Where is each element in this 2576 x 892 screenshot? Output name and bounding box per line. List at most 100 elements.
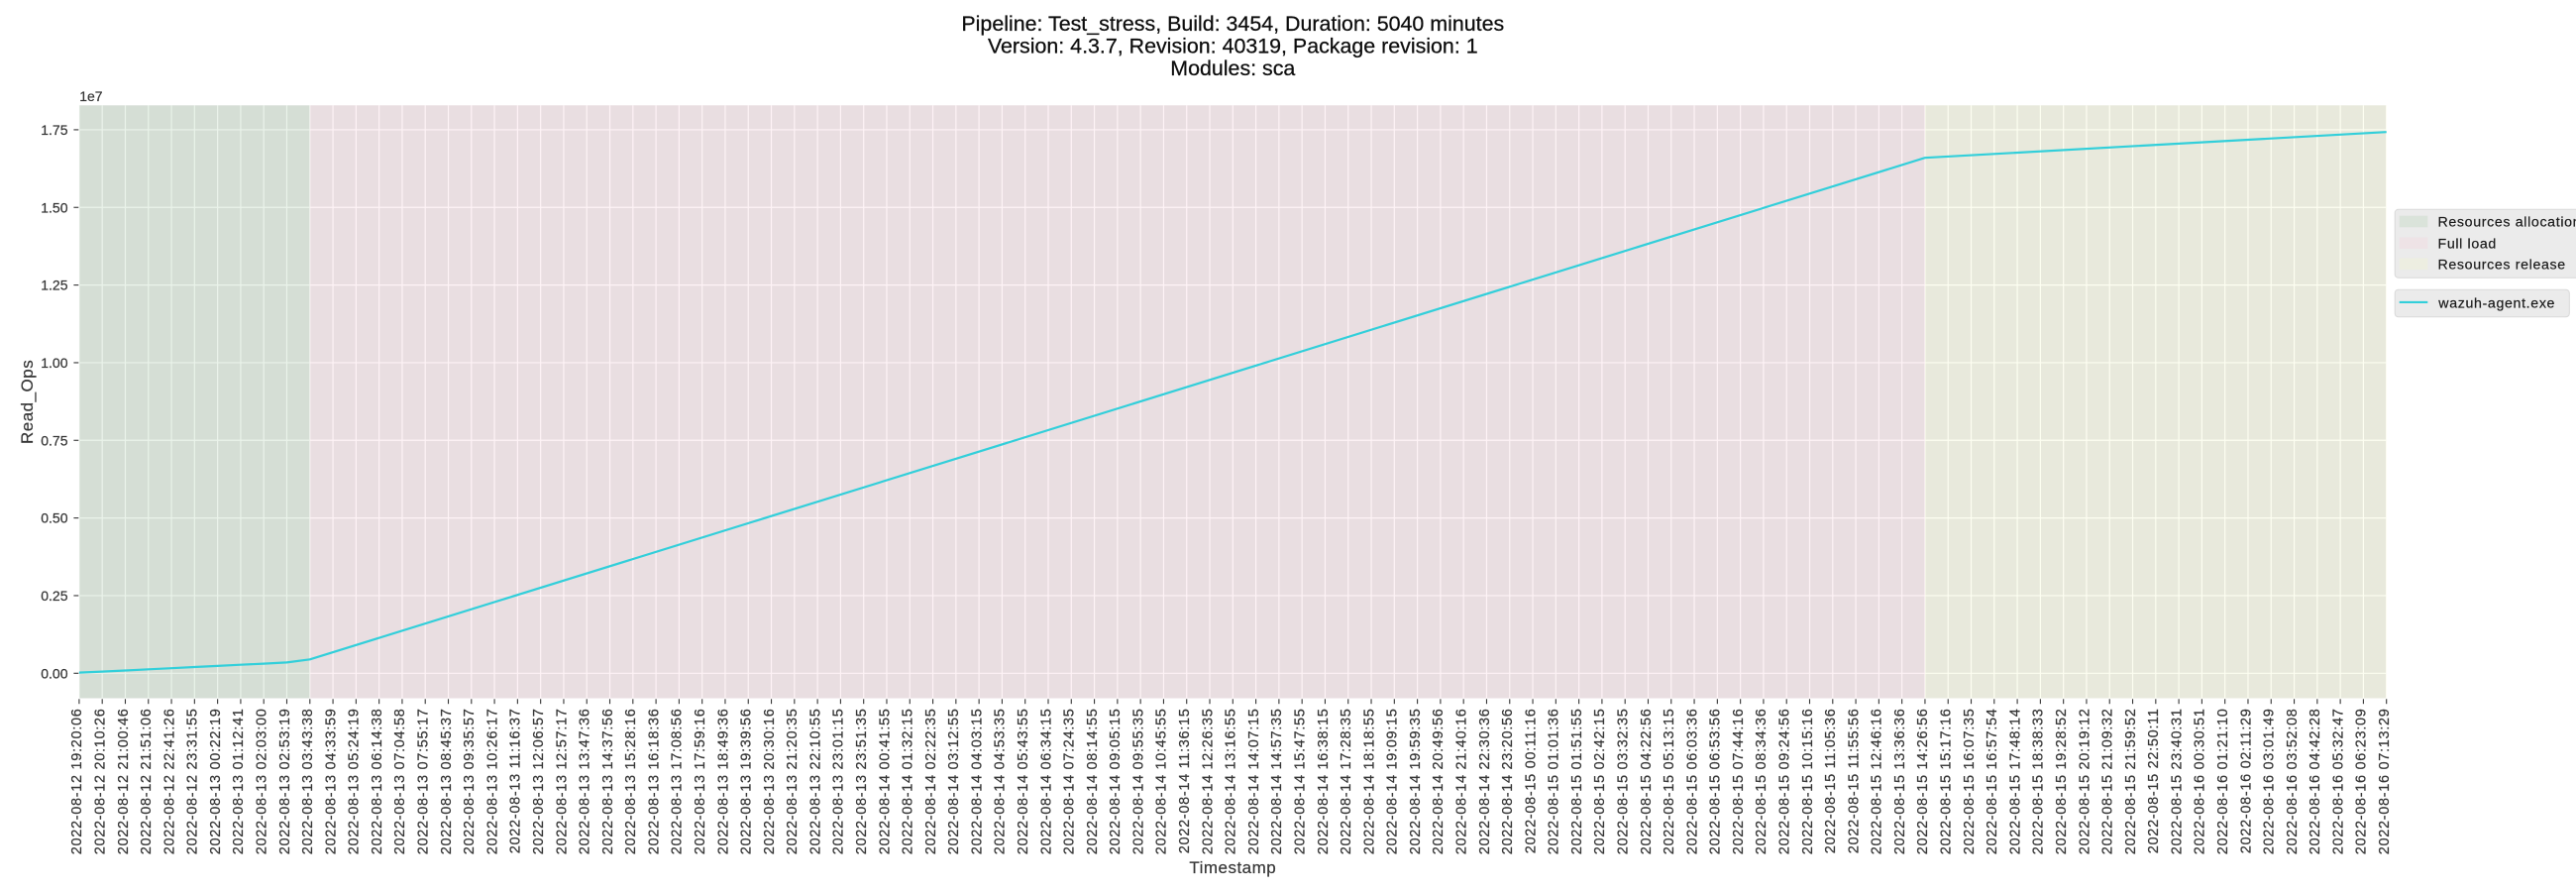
svg-text:2022-08-14 04:53:35: 2022-08-14 04:53:35 bbox=[993, 709, 1009, 855]
svg-text:2022-08-14 22:30:36: 2022-08-14 22:30:36 bbox=[1477, 709, 1493, 855]
svg-text:2022-08-12 23:31:55: 2022-08-12 23:31:55 bbox=[185, 709, 201, 855]
svg-text:2022-08-15 02:42:15: 2022-08-15 02:42:15 bbox=[1592, 709, 1608, 855]
svg-text:2022-08-15 21:09:32: 2022-08-15 21:09:32 bbox=[2100, 709, 2116, 855]
svg-text:2022-08-15 13:36:36: 2022-08-15 13:36:36 bbox=[1892, 709, 1908, 855]
svg-text:2022-08-15 01:01:36: 2022-08-15 01:01:36 bbox=[1547, 709, 1562, 855]
svg-text:2022-08-14 09:05:15: 2022-08-14 09:05:15 bbox=[1108, 709, 1124, 855]
svg-text:2022-08-13 08:45:37: 2022-08-13 08:45:37 bbox=[439, 709, 455, 855]
svg-text:2022-08-16 03:52:08: 2022-08-16 03:52:08 bbox=[2285, 709, 2301, 855]
svg-text:2022-08-15 18:38:33: 2022-08-15 18:38:33 bbox=[2031, 709, 2047, 855]
svg-text:2022-08-15 05:13:15: 2022-08-15 05:13:15 bbox=[1662, 709, 1677, 855]
svg-text:2022-08-15 12:46:16: 2022-08-15 12:46:16 bbox=[1870, 709, 1885, 855]
svg-text:Read_Ops: Read_Ops bbox=[18, 360, 37, 444]
svg-text:2022-08-15 23:40:31: 2022-08-15 23:40:31 bbox=[2169, 709, 2185, 855]
svg-text:2022-08-12 22:41:26: 2022-08-12 22:41:26 bbox=[161, 709, 177, 855]
svg-text:2022-08-13 07:04:58: 2022-08-13 07:04:58 bbox=[392, 709, 408, 855]
svg-text:2022-08-15 08:34:36: 2022-08-15 08:34:36 bbox=[1754, 709, 1770, 855]
svg-text:1.00: 1.00 bbox=[41, 355, 67, 371]
svg-text:2022-08-15 16:57:54: 2022-08-15 16:57:54 bbox=[1985, 709, 2000, 855]
svg-text:2022-08-15 06:03:36: 2022-08-15 06:03:36 bbox=[1684, 709, 1700, 855]
svg-text:2022-08-13 00:22:19: 2022-08-13 00:22:19 bbox=[208, 709, 224, 855]
svg-text:2022-08-16 01:21:10: 2022-08-16 01:21:10 bbox=[2215, 709, 2231, 855]
svg-text:2022-08-14 08:14:55: 2022-08-14 08:14:55 bbox=[1085, 709, 1101, 855]
svg-text:2022-08-13 01:12:41: 2022-08-13 01:12:41 bbox=[231, 709, 247, 855]
svg-text:2022-08-14 07:24:35: 2022-08-14 07:24:35 bbox=[1062, 709, 1078, 855]
svg-text:0.75: 0.75 bbox=[41, 432, 67, 448]
svg-text:2022-08-13 15:28:16: 2022-08-13 15:28:16 bbox=[623, 709, 639, 855]
svg-text:1e7: 1e7 bbox=[79, 88, 103, 104]
svg-text:2022-08-13 22:10:55: 2022-08-13 22:10:55 bbox=[807, 709, 823, 855]
svg-text:2022-08-16 04:42:28: 2022-08-16 04:42:28 bbox=[2308, 709, 2323, 855]
svg-text:2022-08-14 02:22:35: 2022-08-14 02:22:35 bbox=[923, 709, 939, 855]
svg-text:2022-08-15 03:32:35: 2022-08-15 03:32:35 bbox=[1616, 709, 1632, 855]
svg-text:2022-08-12 21:51:06: 2022-08-12 21:51:06 bbox=[139, 709, 155, 855]
svg-text:2022-08-15 16:07:35: 2022-08-15 16:07:35 bbox=[1962, 708, 1978, 854]
svg-text:2022-08-16 02:11:29: 2022-08-16 02:11:29 bbox=[2238, 709, 2254, 854]
svg-text:2022-08-16 07:13:29: 2022-08-16 07:13:29 bbox=[2377, 709, 2393, 855]
svg-text:2022-08-14 03:12:55: 2022-08-14 03:12:55 bbox=[946, 709, 962, 855]
svg-text:2022-08-15 10:15:16: 2022-08-15 10:15:16 bbox=[1800, 709, 1816, 855]
svg-text:0.50: 0.50 bbox=[41, 510, 67, 526]
svg-text:2022-08-13 09:35:57: 2022-08-13 09:35:57 bbox=[462, 709, 478, 855]
svg-text:2022-08-14 21:40:16: 2022-08-14 21:40:16 bbox=[1453, 709, 1469, 855]
svg-text:2022-08-14 14:07:15: 2022-08-14 14:07:15 bbox=[1246, 709, 1262, 855]
svg-text:2022-08-15 07:44:16: 2022-08-15 07:44:16 bbox=[1731, 709, 1747, 855]
svg-text:2022-08-13 02:03:00: 2022-08-13 02:03:00 bbox=[255, 709, 270, 855]
svg-text:2022-08-14 12:26:35: 2022-08-14 12:26:35 bbox=[1200, 709, 1216, 855]
svg-text:2022-08-15 04:22:56: 2022-08-15 04:22:56 bbox=[1639, 709, 1655, 855]
svg-text:Full load: Full load bbox=[2438, 236, 2497, 252]
svg-text:2022-08-14 13:16:55: 2022-08-14 13:16:55 bbox=[1224, 709, 1239, 855]
svg-text:2022-08-13 06:14:38: 2022-08-13 06:14:38 bbox=[370, 709, 385, 855]
svg-text:2022-08-13 17:59:16: 2022-08-13 17:59:16 bbox=[693, 709, 708, 855]
svg-text:2022-08-14 09:55:35: 2022-08-14 09:55:35 bbox=[1130, 709, 1146, 855]
svg-text:2022-08-14 23:20:56: 2022-08-14 23:20:56 bbox=[1500, 709, 1516, 855]
svg-text:Modules: sca: Modules: sca bbox=[1170, 56, 1295, 80]
svg-text:0.25: 0.25 bbox=[41, 588, 67, 604]
svg-text:2022-08-14 11:36:15: 2022-08-14 11:36:15 bbox=[1177, 709, 1193, 854]
svg-text:2022-08-15 22:50:11: 2022-08-15 22:50:11 bbox=[2146, 709, 2162, 854]
svg-text:2022-08-14 05:43:55: 2022-08-14 05:43:55 bbox=[1016, 709, 1031, 855]
svg-text:2022-08-15 06:53:56: 2022-08-15 06:53:56 bbox=[1708, 709, 1724, 855]
svg-text:2022-08-13 11:16:37: 2022-08-13 11:16:37 bbox=[508, 709, 524, 854]
svg-text:2022-08-13 05:24:19: 2022-08-13 05:24:19 bbox=[347, 709, 363, 855]
svg-text:2022-08-15 17:48:14: 2022-08-15 17:48:14 bbox=[2007, 709, 2023, 855]
svg-text:2022-08-16 05:32:47: 2022-08-16 05:32:47 bbox=[2330, 709, 2346, 855]
svg-text:2022-08-13 10:26:17: 2022-08-13 10:26:17 bbox=[484, 709, 500, 855]
svg-text:1.50: 1.50 bbox=[41, 199, 67, 215]
svg-text:2022-08-13 23:51:35: 2022-08-13 23:51:35 bbox=[854, 709, 870, 855]
svg-text:2022-08-15 11:05:36: 2022-08-15 11:05:36 bbox=[1823, 709, 1839, 854]
svg-text:2022-08-13 12:06:57: 2022-08-13 12:06:57 bbox=[531, 709, 547, 855]
svg-text:1.25: 1.25 bbox=[41, 278, 67, 293]
svg-text:2022-08-13 02:53:19: 2022-08-13 02:53:19 bbox=[277, 709, 293, 855]
svg-text:2022-08-13 04:33:59: 2022-08-13 04:33:59 bbox=[323, 709, 339, 855]
svg-text:2022-08-13 17:08:56: 2022-08-13 17:08:56 bbox=[670, 709, 686, 855]
svg-text:2022-08-14 15:47:55: 2022-08-14 15:47:55 bbox=[1292, 709, 1308, 855]
svg-text:2022-08-14 18:18:55: 2022-08-14 18:18:55 bbox=[1361, 709, 1377, 855]
svg-text:2022-08-13 23:01:15: 2022-08-13 23:01:15 bbox=[831, 709, 847, 855]
svg-text:2022-08-13 07:55:17: 2022-08-13 07:55:17 bbox=[416, 709, 432, 855]
svg-text:2022-08-15 09:24:56: 2022-08-15 09:24:56 bbox=[1777, 709, 1793, 855]
svg-text:2022-08-12 20:10:26: 2022-08-12 20:10:26 bbox=[92, 709, 108, 855]
svg-text:2022-08-14 20:49:56: 2022-08-14 20:49:56 bbox=[1431, 709, 1447, 855]
svg-text:Pipeline: Test_stress, Build:: Pipeline: Test_stress, Build: 3454, Dura… bbox=[961, 12, 1504, 36]
svg-text:2022-08-13 13:47:36: 2022-08-13 13:47:36 bbox=[578, 709, 593, 855]
svg-text:2022-08-16 00:30:51: 2022-08-16 00:30:51 bbox=[2193, 709, 2208, 855]
svg-text:2022-08-13 21:20:35: 2022-08-13 21:20:35 bbox=[785, 709, 801, 855]
svg-text:2022-08-14 01:32:15: 2022-08-14 01:32:15 bbox=[901, 709, 916, 855]
svg-text:2022-08-15 11:55:56: 2022-08-15 11:55:56 bbox=[1846, 709, 1862, 854]
svg-text:2022-08-16 03:01:49: 2022-08-16 03:01:49 bbox=[2262, 709, 2278, 855]
svg-text:2022-08-15 20:19:12: 2022-08-15 20:19:12 bbox=[2077, 709, 2093, 855]
svg-text:2022-08-12 21:00:46: 2022-08-12 21:00:46 bbox=[116, 709, 132, 855]
svg-text:Resources allocation: Resources allocation bbox=[2438, 215, 2576, 231]
svg-text:wazuh-agent.exe: wazuh-agent.exe bbox=[2437, 295, 2555, 311]
svg-text:2022-08-15 14:26:56: 2022-08-15 14:26:56 bbox=[1915, 709, 1931, 855]
svg-text:2022-08-15 19:28:52: 2022-08-15 19:28:52 bbox=[2054, 709, 2070, 855]
svg-text:1.75: 1.75 bbox=[41, 122, 67, 138]
svg-text:2022-08-13 19:39:56: 2022-08-13 19:39:56 bbox=[739, 709, 755, 855]
svg-text:2022-08-14 14:57:35: 2022-08-14 14:57:35 bbox=[1269, 709, 1285, 855]
svg-text:2022-08-14 04:03:15: 2022-08-14 04:03:15 bbox=[969, 708, 985, 854]
svg-text:2022-08-13 20:30:16: 2022-08-13 20:30:16 bbox=[762, 709, 778, 855]
svg-text:Timestamp: Timestamp bbox=[1189, 858, 1276, 877]
svg-text:2022-08-14 00:41:55: 2022-08-14 00:41:55 bbox=[877, 709, 893, 855]
svg-text:0.00: 0.00 bbox=[41, 665, 67, 681]
